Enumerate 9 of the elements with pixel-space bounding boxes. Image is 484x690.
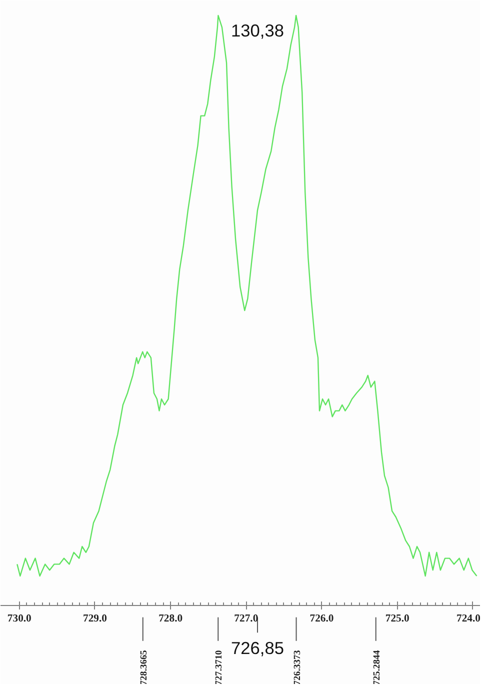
x-tick-label: 729.0: [83, 614, 107, 624]
x-tick-label: 727.0: [234, 614, 258, 624]
x-tick-label: 728.0: [158, 614, 183, 624]
annotation: 130,38: [231, 20, 284, 40]
ref-line-label: 726,85: [231, 638, 284, 658]
x-tick-label: 725.0: [385, 614, 410, 624]
x-tick-label: 724.0: [456, 614, 481, 624]
x-tick-label: 730.0: [7, 614, 32, 624]
x-tick-label: 726.0: [310, 614, 334, 624]
